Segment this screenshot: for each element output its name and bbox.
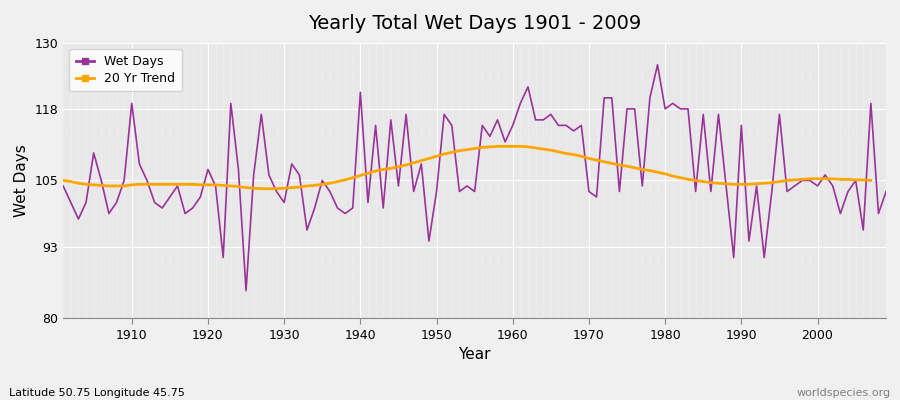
Text: worldspecies.org: worldspecies.org (796, 388, 891, 398)
Text: Latitude 50.75 Longitude 45.75: Latitude 50.75 Longitude 45.75 (9, 388, 184, 398)
Y-axis label: Wet Days: Wet Days (14, 144, 29, 217)
Legend: Wet Days, 20 Yr Trend: Wet Days, 20 Yr Trend (69, 49, 182, 91)
Title: Yearly Total Wet Days 1901 - 2009: Yearly Total Wet Days 1901 - 2009 (308, 14, 642, 33)
X-axis label: Year: Year (458, 347, 491, 362)
